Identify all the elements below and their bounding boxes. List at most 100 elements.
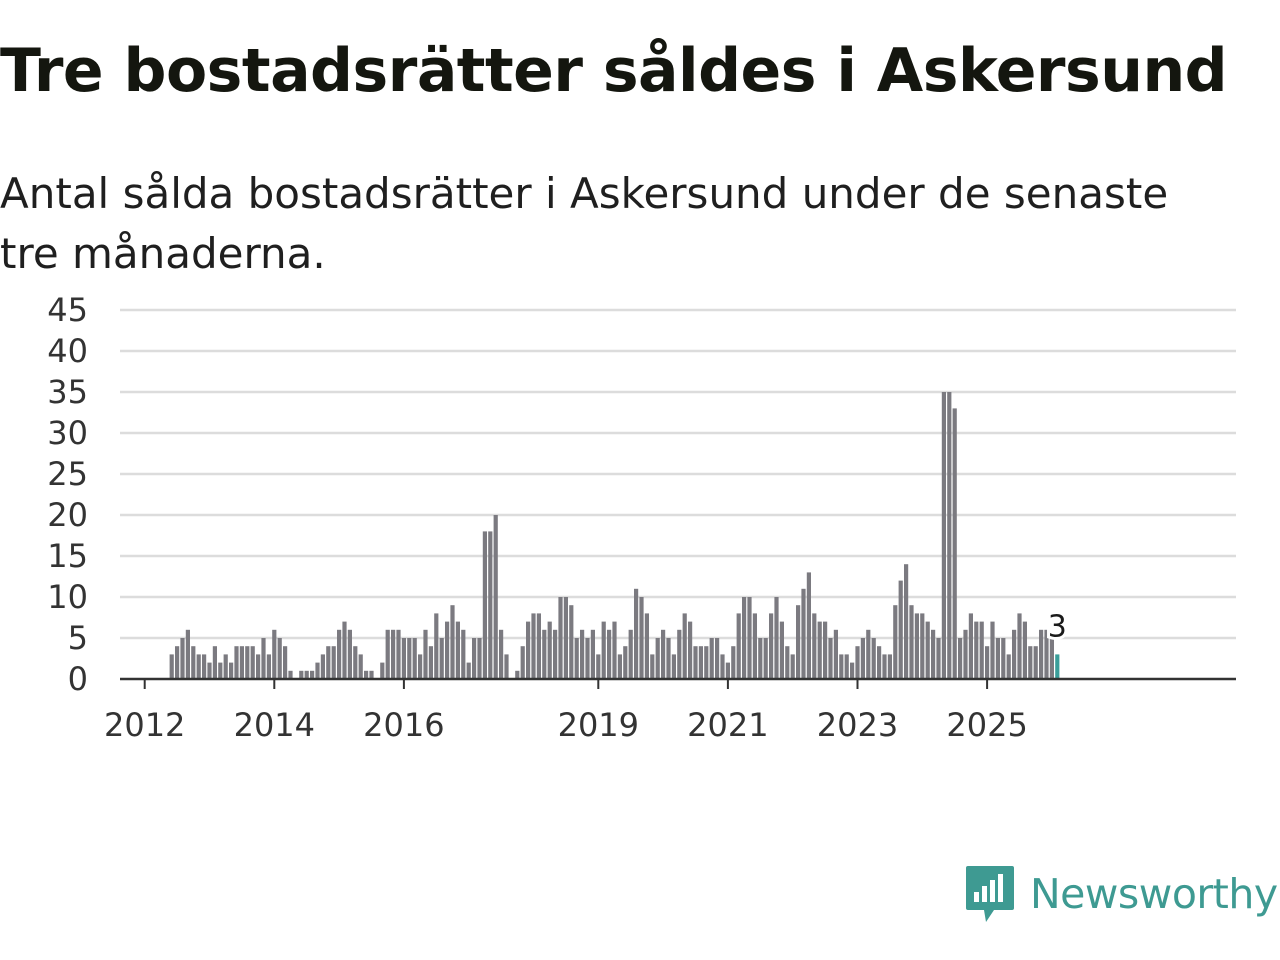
y-tick-label: 35 <box>47 373 88 411</box>
y-tick-label: 20 <box>47 496 88 534</box>
bar <box>877 646 882 679</box>
x-tick-label: 2016 <box>363 706 444 740</box>
chart-subtitle: Antal sålda bostadsrätter i Askersund un… <box>0 169 1169 278</box>
bar <box>898 580 903 679</box>
bar <box>715 638 720 679</box>
bar <box>763 638 768 679</box>
bar <box>185 629 190 679</box>
bar <box>461 629 466 679</box>
highlight-bar <box>1055 654 1060 679</box>
bar <box>936 638 941 679</box>
bar <box>1049 638 1054 679</box>
bar <box>472 638 477 679</box>
y-tick-label: 0 <box>68 660 88 698</box>
bar <box>428 646 433 679</box>
bar <box>655 638 660 679</box>
bar <box>1001 638 1006 679</box>
bar <box>239 646 244 679</box>
bar <box>542 629 547 679</box>
bar <box>677 629 682 679</box>
bar <box>1028 646 1033 679</box>
bar <box>914 613 919 679</box>
bar <box>666 638 671 679</box>
bar <box>526 621 531 679</box>
bar <box>963 629 968 679</box>
bar <box>277 638 282 679</box>
bar <box>855 646 860 679</box>
bar <box>488 531 493 679</box>
bar <box>401 638 406 679</box>
bar <box>288 670 293 679</box>
bar <box>806 572 811 679</box>
bar <box>245 646 250 679</box>
bar <box>758 638 763 679</box>
bar <box>580 629 585 679</box>
bar <box>466 662 471 679</box>
bar <box>450 605 455 679</box>
bar <box>968 613 973 679</box>
y-tick-label: 15 <box>47 537 88 575</box>
bar <box>385 629 390 679</box>
bar <box>736 613 741 679</box>
bar <box>499 629 504 679</box>
bar <box>817 621 822 679</box>
bar <box>601 621 606 679</box>
bar <box>223 654 228 679</box>
bar <box>175 646 180 679</box>
bar <box>769 613 774 679</box>
bar <box>882 654 887 679</box>
bar <box>909 605 914 679</box>
data-label-last: 3 <box>1048 609 1067 644</box>
bar <box>547 621 552 679</box>
bar <box>839 654 844 679</box>
bar <box>893 605 898 679</box>
bar <box>423 629 428 679</box>
bar <box>574 638 579 679</box>
bar <box>407 638 412 679</box>
bar <box>569 605 574 679</box>
y-tick-label: 45 <box>47 291 88 329</box>
bar <box>693 646 698 679</box>
bar <box>1017 613 1022 679</box>
brand-logo[interactable]: Newsworthy <box>964 864 1278 924</box>
bar <box>828 638 833 679</box>
bar <box>1022 621 1027 679</box>
bar <box>337 629 342 679</box>
bar <box>353 646 358 679</box>
bar <box>920 613 925 679</box>
bar <box>520 646 525 679</box>
bar <box>218 662 223 679</box>
bar <box>833 629 838 679</box>
bar <box>1006 654 1011 679</box>
bar <box>752 613 757 679</box>
bar <box>418 654 423 679</box>
bar <box>504 654 509 679</box>
y-tick-label: 40 <box>47 332 88 370</box>
bar <box>299 670 304 679</box>
bar <box>1012 629 1017 679</box>
bar <box>958 638 963 679</box>
y-tick-label: 5 <box>68 619 88 657</box>
bar <box>947 392 952 679</box>
bar <box>866 629 871 679</box>
bar <box>191 646 196 679</box>
bar <box>380 662 385 679</box>
bar <box>331 646 336 679</box>
bar <box>553 629 558 679</box>
x-tick-label: 2021 <box>687 706 768 740</box>
bar <box>931 629 936 679</box>
bar <box>704 646 709 679</box>
bar <box>779 621 784 679</box>
bar <box>169 654 174 679</box>
bar <box>347 629 352 679</box>
bar <box>887 654 892 679</box>
bar <box>850 662 855 679</box>
bar <box>785 646 790 679</box>
bar <box>396 629 401 679</box>
bar <box>623 646 628 679</box>
bar <box>844 654 849 679</box>
bar <box>995 638 1000 679</box>
bar <box>304 670 309 679</box>
bar <box>671 654 676 679</box>
